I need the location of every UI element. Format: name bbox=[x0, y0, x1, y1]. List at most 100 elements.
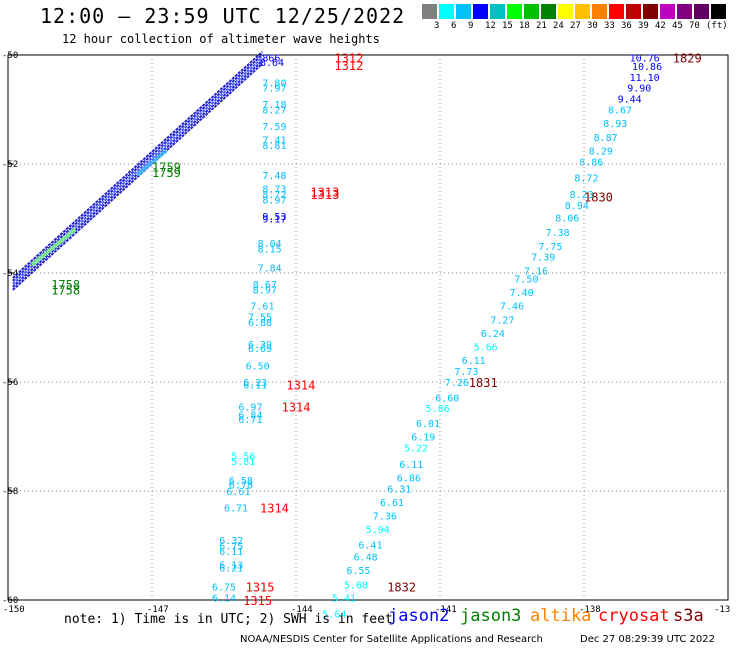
legend-swatch bbox=[626, 4, 641, 19]
legend-swatch bbox=[660, 4, 675, 19]
legend-label: 6 bbox=[451, 21, 457, 31]
wave-height-value: 8.73 bbox=[262, 185, 286, 196]
wave-height-value: 5.86 bbox=[426, 404, 450, 415]
wave-height-value: 8.23 bbox=[570, 190, 594, 201]
wave-height-value: 7.73 bbox=[454, 367, 478, 378]
wave-height-value: 5.68 bbox=[344, 581, 368, 592]
credit-text: NOAA/NESDIS Center for Satellite Applica… bbox=[240, 634, 543, 645]
track-band bbox=[12, 50, 264, 279]
wave-height-value: 11.10 bbox=[630, 73, 660, 84]
y-tick-label: -54 bbox=[2, 269, 18, 279]
legend-swatch bbox=[575, 4, 590, 19]
wave-height-value: 8.67 bbox=[253, 280, 277, 291]
wave-height-value: 9.17 bbox=[262, 215, 286, 226]
time-label: 1314 bbox=[282, 401, 311, 415]
legend-swatch bbox=[643, 4, 658, 19]
legend-swatch bbox=[473, 4, 488, 19]
time-labels: 1312131213131313131413141314131513151829… bbox=[51, 52, 702, 608]
wave-height-value: 5.64 bbox=[322, 610, 346, 621]
wave-height-value: 8.81 bbox=[262, 141, 286, 152]
timestamp: Dec 27 08:29:39 UTC 2022 bbox=[580, 634, 715, 645]
wave-height-value: 10.86 bbox=[632, 62, 662, 73]
wave-height-value: 7.40 bbox=[510, 288, 534, 299]
legend-label: 21 bbox=[536, 21, 547, 31]
time-label: 1313 bbox=[310, 188, 339, 202]
y-tick-label: -60 bbox=[2, 596, 18, 606]
legend-label: 3 bbox=[434, 21, 440, 31]
legend-swatch bbox=[439, 4, 454, 19]
wave-height-value: 6.48 bbox=[354, 552, 378, 563]
wave-height-value: 8.97 bbox=[253, 285, 277, 296]
wave-height-value: 9.44 bbox=[618, 95, 642, 106]
time-label: 1313 bbox=[310, 185, 339, 199]
wave-height-value: 9.90 bbox=[627, 84, 651, 95]
legend-label: 12 bbox=[485, 21, 496, 31]
satellite-legend-jason2: jason2 bbox=[388, 606, 450, 626]
legend-label: 30 bbox=[587, 21, 598, 31]
time-label: 1314 bbox=[260, 501, 289, 515]
legend-swatch bbox=[711, 4, 726, 19]
wave-height-value: 7.41 bbox=[262, 135, 286, 146]
track-band bbox=[12, 53, 264, 282]
wave-height-value: 8.72 bbox=[262, 190, 286, 201]
satellite-legend-s3a: s3a bbox=[673, 606, 704, 626]
wave-height-value: 6.71 bbox=[238, 415, 262, 426]
legend-swatch bbox=[694, 4, 709, 19]
x-tick-label: -144 bbox=[291, 605, 313, 615]
time-label: 1831 bbox=[469, 376, 498, 390]
time-label: 1832 bbox=[387, 580, 416, 594]
legend-swatch bbox=[422, 4, 437, 19]
legend-swatch bbox=[524, 4, 539, 19]
wave-height-value: 8.94 bbox=[565, 201, 589, 212]
x-tick-label: -138 bbox=[579, 605, 601, 615]
y-tick-label: -52 bbox=[2, 160, 18, 170]
wave-height-value: 7.61 bbox=[250, 302, 274, 313]
satellite-legend-jason3: jason3 bbox=[460, 606, 522, 626]
wave-height-value: 5.66 bbox=[474, 343, 498, 354]
wave-height-value: 6.14 bbox=[212, 593, 236, 604]
satellite-legend-altika: altika bbox=[530, 606, 592, 626]
legend-label: 36 bbox=[621, 21, 632, 31]
legend-swatch bbox=[541, 4, 556, 19]
wave-height-value: 7.46 bbox=[500, 302, 524, 313]
wave-height-value: 7.84 bbox=[258, 264, 282, 275]
wave-height-value: 9.53 bbox=[262, 212, 286, 223]
track-band bbox=[12, 62, 264, 291]
legend-swatch bbox=[592, 4, 607, 19]
wave-height-value: 6.23 bbox=[243, 378, 267, 389]
wave-height-value: 7.38 bbox=[546, 228, 570, 239]
time-label: 1314 bbox=[286, 379, 315, 393]
wave-height-value: 6.19 bbox=[411, 433, 435, 444]
wave-height-value: 6.41 bbox=[358, 540, 382, 551]
wave-height-value: 5.56 bbox=[231, 452, 255, 463]
legend-label: 27 bbox=[570, 21, 581, 31]
time-label: 1759 bbox=[152, 166, 181, 180]
wave-height-value: 8.97 bbox=[262, 195, 286, 206]
wave-height-value: 8.86 bbox=[579, 157, 603, 168]
satellite-legend-cryosat: cryosat bbox=[598, 606, 670, 626]
x-tick-label: -150 bbox=[3, 605, 25, 615]
satellite-track-diagonal bbox=[12, 50, 264, 291]
y-tick-label: -50 bbox=[2, 51, 18, 61]
legend-label: 9 bbox=[468, 21, 474, 31]
wave-height-value: 7.50 bbox=[514, 274, 538, 285]
legend-label: 18 bbox=[519, 21, 530, 31]
track-segment bbox=[136, 148, 168, 177]
wave-height-value: 6.61 bbox=[380, 498, 404, 509]
wave-height-value: 10.76 bbox=[630, 54, 660, 65]
wave-height-value: 6.39 bbox=[248, 340, 272, 351]
legend-label: 39 bbox=[638, 21, 649, 31]
wave-height-value: 8.93 bbox=[603, 119, 627, 130]
wave-height-value: 6.11 bbox=[462, 356, 486, 367]
legend-swatch bbox=[677, 4, 692, 19]
time-label: 1312 bbox=[334, 59, 363, 73]
wave-height-value: 8.87 bbox=[594, 133, 618, 144]
wave-height-value: 5.81 bbox=[231, 457, 255, 468]
legend-label: 70 bbox=[689, 21, 700, 31]
wave-height-value: 6.58 bbox=[229, 476, 253, 487]
wave-height-value: 7.18 bbox=[262, 100, 286, 111]
grid-lines bbox=[8, 55, 728, 600]
wave-height-value: 6.32 bbox=[219, 536, 243, 547]
wave-height-value: 7.36 bbox=[373, 512, 397, 523]
